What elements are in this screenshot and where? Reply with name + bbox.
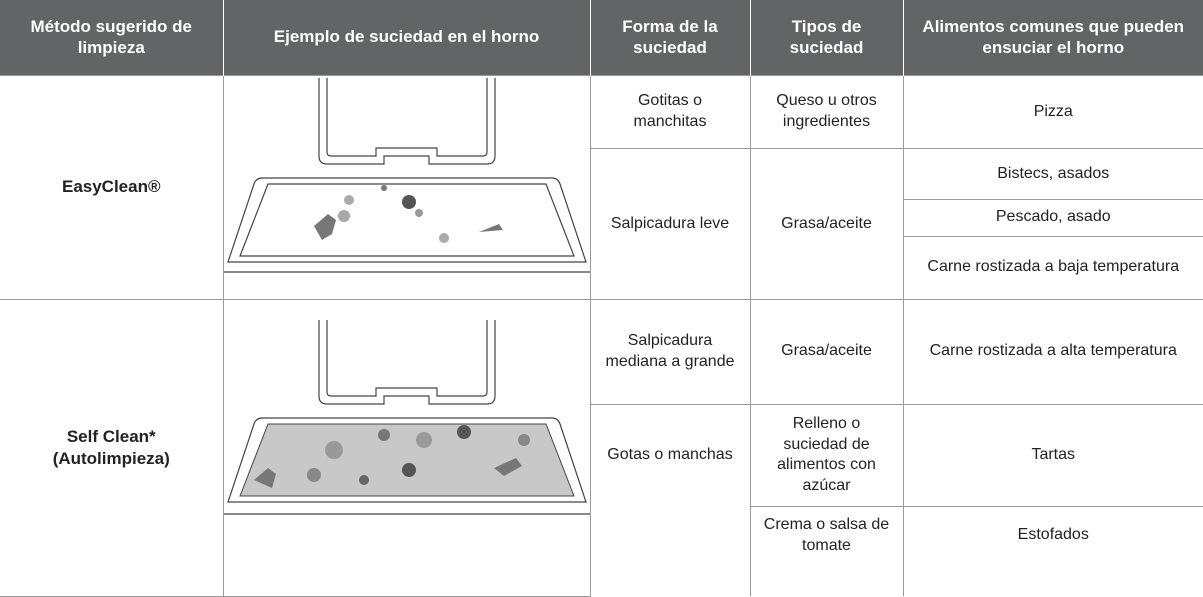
cell: Pizza	[902, 75, 1203, 149]
method-cell: EasyClean®	[0, 75, 224, 300]
cell: Crema o salsa de tomate	[749, 505, 904, 597]
method: EasyClean®	[61, 177, 161, 197]
cell: Grasa/aceite	[749, 148, 904, 300]
cell: Carne rostizada a baja temperatura	[902, 235, 1203, 300]
cell: Pescado, asado	[902, 198, 1203, 237]
cell: Bistecs, asados	[902, 148, 1203, 200]
method: Self Clean* (Autolimpieza)	[52, 426, 170, 468]
cell: Gotitas o manchitas	[589, 75, 751, 149]
header-cell: Tipos de suciedad	[749, 0, 903, 76]
cell: Gotas o manchas	[589, 403, 751, 597]
cell: Carne rostizada a alta temperatura	[902, 298, 1203, 405]
header-cell: Alimentos comunes que pueden ensuciar el…	[902, 0, 1203, 76]
cell: Salpicadura leve	[589, 148, 751, 300]
oven-illustration	[223, 78, 590, 273]
illustration-cell	[222, 298, 591, 597]
header-cell: Ejemplo de suciedad en el horno	[222, 0, 590, 76]
cell: Salpicadura mediana a grande	[589, 298, 751, 405]
oven-illustration	[223, 319, 590, 515]
cell: Tartas	[902, 403, 1203, 507]
method-cell: Self Clean* (Autolimpieza)	[0, 298, 224, 597]
header-cell: Método sugerido de limpieza	[0, 0, 223, 76]
cell: Relleno o suciedad de alimentos con azúc…	[749, 403, 904, 507]
header-cell: Forma de la suciedad	[589, 0, 750, 76]
cell: Estofados	[902, 505, 1203, 597]
cell: Queso u otros ingredientes	[749, 75, 904, 149]
cell: Grasa/aceite	[749, 298, 904, 405]
illustration-cell	[222, 75, 591, 300]
